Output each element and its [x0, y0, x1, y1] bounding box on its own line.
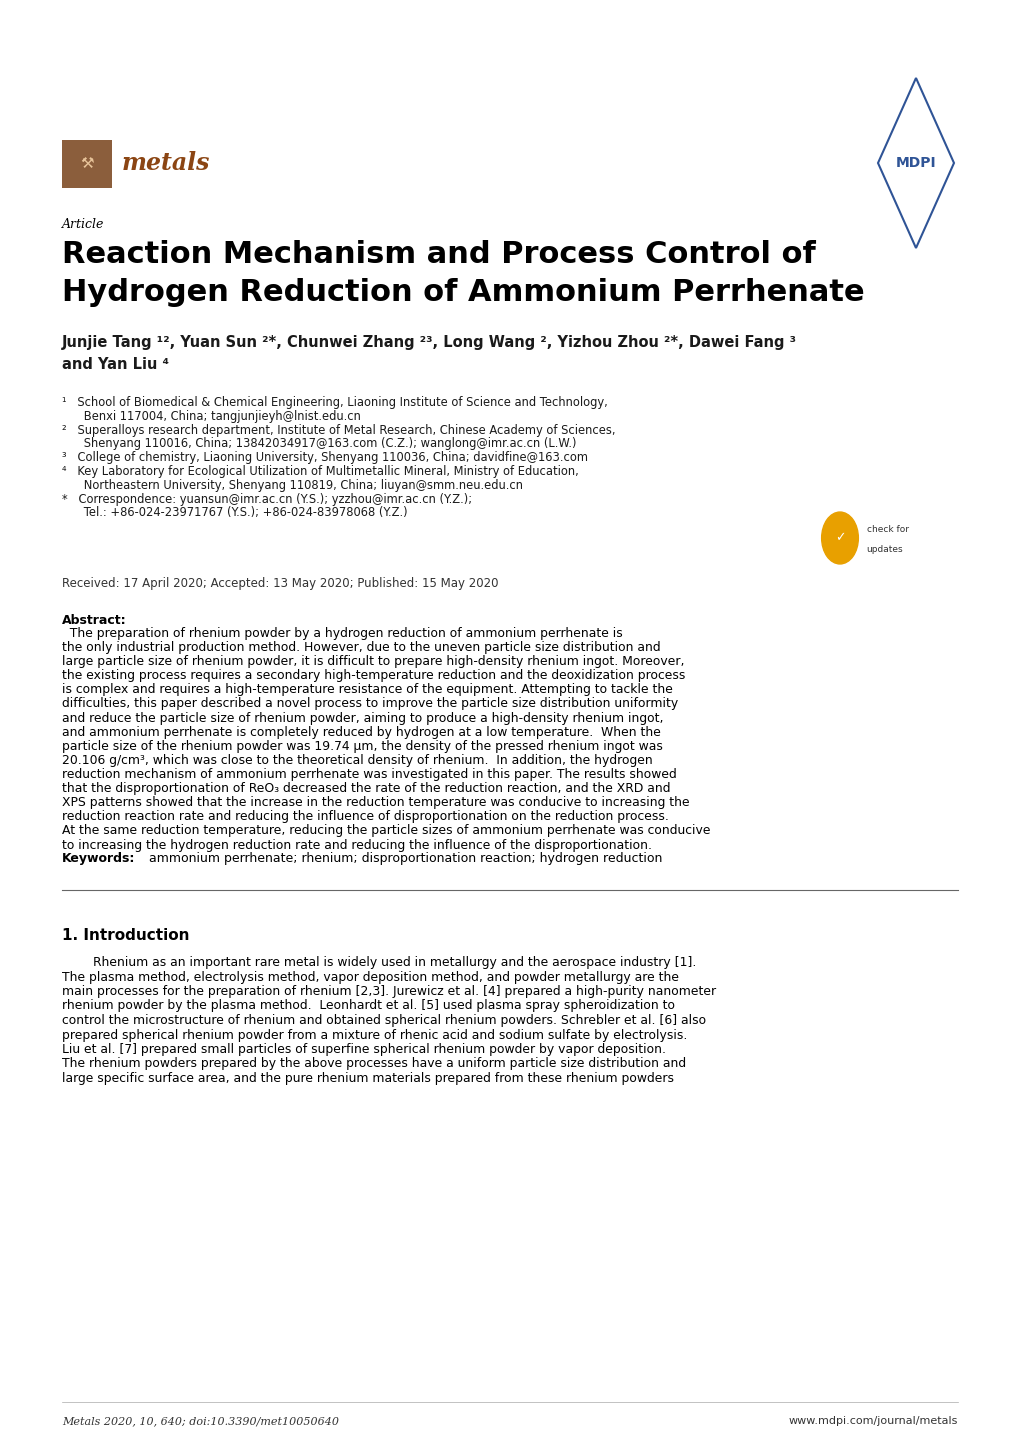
- Text: Liu et al. [7] prepared small particles of superfine spherical rhenium powder by: Liu et al. [7] prepared small particles …: [62, 1043, 665, 1056]
- Text: and Yan Liu ⁴: and Yan Liu ⁴: [62, 358, 169, 372]
- Text: Metals 2020, 10, 640; doi:10.3390/met10050640: Metals 2020, 10, 640; doi:10.3390/met100…: [62, 1416, 338, 1426]
- Text: metals: metals: [122, 151, 210, 174]
- Text: Junjie Tang ¹², Yuan Sun ²*, Chunwei Zhang ²³, Long Wang ², Yizhou Zhou ²*, Dawe: Junjie Tang ¹², Yuan Sun ²*, Chunwei Zha…: [62, 335, 796, 350]
- Text: reduction mechanism of ammonium perrhenate was investigated in this paper. The r: reduction mechanism of ammonium perrhena…: [62, 769, 676, 782]
- Text: The plasma method, electrolysis method, vapor deposition method, and powder meta: The plasma method, electrolysis method, …: [62, 970, 679, 983]
- Text: rhenium powder by the plasma method.  Leonhardt et al. [5] used plasma spray sph: rhenium powder by the plasma method. Leo…: [62, 999, 675, 1012]
- Text: ammonium perrhenate; rhenium; disproportionation reaction; hydrogen reduction: ammonium perrhenate; rhenium; disproport…: [149, 852, 661, 865]
- FancyBboxPatch shape: [62, 140, 112, 187]
- Text: ²   Superalloys research department, Institute of Metal Research, Chinese Academ: ² Superalloys research department, Insti…: [62, 424, 614, 437]
- Circle shape: [821, 512, 858, 564]
- Text: reduction reaction rate and reducing the influence of disproportionation on the : reduction reaction rate and reducing the…: [62, 810, 668, 823]
- Text: and reduce the particle size of rhenium powder, aiming to produce a high-density: and reduce the particle size of rhenium …: [62, 711, 662, 724]
- Text: the existing process requires a secondary high-temperature reduction and the deo: the existing process requires a secondar…: [62, 669, 685, 682]
- Text: Abstract:: Abstract:: [62, 614, 126, 627]
- Text: updates: updates: [866, 545, 902, 554]
- Text: ¹   School of Biomedical & Chemical Engineering, Liaoning Institute of Science a: ¹ School of Biomedical & Chemical Engine…: [62, 397, 607, 410]
- Text: main processes for the preparation of rhenium [2,3]. Jurewicz et al. [4] prepare: main processes for the preparation of rh…: [62, 985, 715, 998]
- Text: Tel.: +86-024-23971767 (Y.S.); +86-024-83978068 (Y.Z.): Tel.: +86-024-23971767 (Y.S.); +86-024-8…: [62, 506, 408, 519]
- Text: 20.106 g/cm³, which was close to the theoretical density of rhenium.  In additio: 20.106 g/cm³, which was close to the the…: [62, 754, 652, 767]
- Text: to increasing the hydrogen reduction rate and reducing the influence of the disp: to increasing the hydrogen reduction rat…: [62, 838, 651, 851]
- Text: Hydrogen Reduction of Ammonium Perrhenate: Hydrogen Reduction of Ammonium Perrhenat…: [62, 278, 864, 307]
- Text: The rhenium powders prepared by the above processes have a uniform particle size: The rhenium powders prepared by the abov…: [62, 1057, 686, 1070]
- Text: www.mdpi.com/journal/metals: www.mdpi.com/journal/metals: [788, 1416, 957, 1426]
- Text: *   Correspondence: yuansun@imr.ac.cn (Y.S.); yzzhou@imr.ac.cn (Y.Z.);: * Correspondence: yuansun@imr.ac.cn (Y.S…: [62, 493, 472, 506]
- Text: At the same reduction temperature, reducing the particle sizes of ammonium perrh: At the same reduction temperature, reduc…: [62, 825, 710, 838]
- Text: Reaction Mechanism and Process Control of: Reaction Mechanism and Process Control o…: [62, 239, 815, 270]
- Text: ✓: ✓: [834, 532, 845, 545]
- Text: particle size of the rhenium powder was 19.74 μm, the density of the pressed rhe: particle size of the rhenium powder was …: [62, 740, 662, 753]
- Text: Keywords:: Keywords:: [62, 852, 136, 865]
- Text: control the microstructure of rhenium and obtained spherical rhenium powders. Sc: control the microstructure of rhenium an…: [62, 1014, 705, 1027]
- Text: large specific surface area, and the pure rhenium materials prepared from these : large specific surface area, and the pur…: [62, 1071, 674, 1084]
- Text: is complex and requires a high-temperature resistance of the equipment. Attempti: is complex and requires a high-temperatu…: [62, 684, 673, 696]
- Text: large particle size of rhenium powder, it is difficult to prepare high-density r: large particle size of rhenium powder, i…: [62, 655, 684, 668]
- Text: and ammonium perrhenate is completely reduced by hydrogen at a low temperature. : and ammonium perrhenate is completely re…: [62, 725, 660, 738]
- Text: the only industrial production method. However, due to the uneven particle size : the only industrial production method. H…: [62, 642, 660, 655]
- Text: XPS patterns showed that the increase in the reduction temperature was conducive: XPS patterns showed that the increase in…: [62, 796, 689, 809]
- Text: 1. Introduction: 1. Introduction: [62, 929, 190, 943]
- Text: Received: 17 April 2020; Accepted: 13 May 2020; Published: 15 May 2020: Received: 17 April 2020; Accepted: 13 Ma…: [62, 577, 498, 590]
- Text: MDPI: MDPI: [895, 156, 935, 170]
- Text: The preparation of rhenium powder by a hydrogen reduction of ammonium perrhenate: The preparation of rhenium powder by a h…: [62, 627, 623, 640]
- Text: that the disproportionation of ReO₃ decreased the rate of the reduction reaction: that the disproportionation of ReO₃ decr…: [62, 782, 669, 795]
- Text: ⁴   Key Laboratory for Ecological Utilization of Multimetallic Mineral, Ministry: ⁴ Key Laboratory for Ecological Utilizat…: [62, 464, 578, 477]
- Text: ⚒: ⚒: [81, 157, 94, 172]
- Text: ³   College of chemistry, Liaoning University, Shenyang 110036, China; davidfine: ³ College of chemistry, Liaoning Univers…: [62, 451, 587, 464]
- Text: difficulties, this paper described a novel process to improve the particle size : difficulties, this paper described a nov…: [62, 698, 678, 711]
- Text: Benxi 117004, China; tangjunjieyh@lnist.edu.cn: Benxi 117004, China; tangjunjieyh@lnist.…: [62, 410, 361, 423]
- Text: check for: check for: [866, 525, 908, 534]
- Text: Northeastern University, Shenyang 110819, China; liuyan@smm.neu.edu.cn: Northeastern University, Shenyang 110819…: [62, 479, 523, 492]
- Text: Shenyang 110016, China; 13842034917@163.com (C.Z.); wanglong@imr.ac.cn (L.W.): Shenyang 110016, China; 13842034917@163.…: [62, 437, 576, 450]
- Text: prepared spherical rhenium powder from a mixture of rhenic acid and sodium sulfa: prepared spherical rhenium powder from a…: [62, 1028, 687, 1041]
- Text: Article: Article: [62, 218, 104, 231]
- Text: Rhenium as an important rare metal is widely used in metallurgy and the aerospac: Rhenium as an important rare metal is wi…: [62, 956, 696, 969]
